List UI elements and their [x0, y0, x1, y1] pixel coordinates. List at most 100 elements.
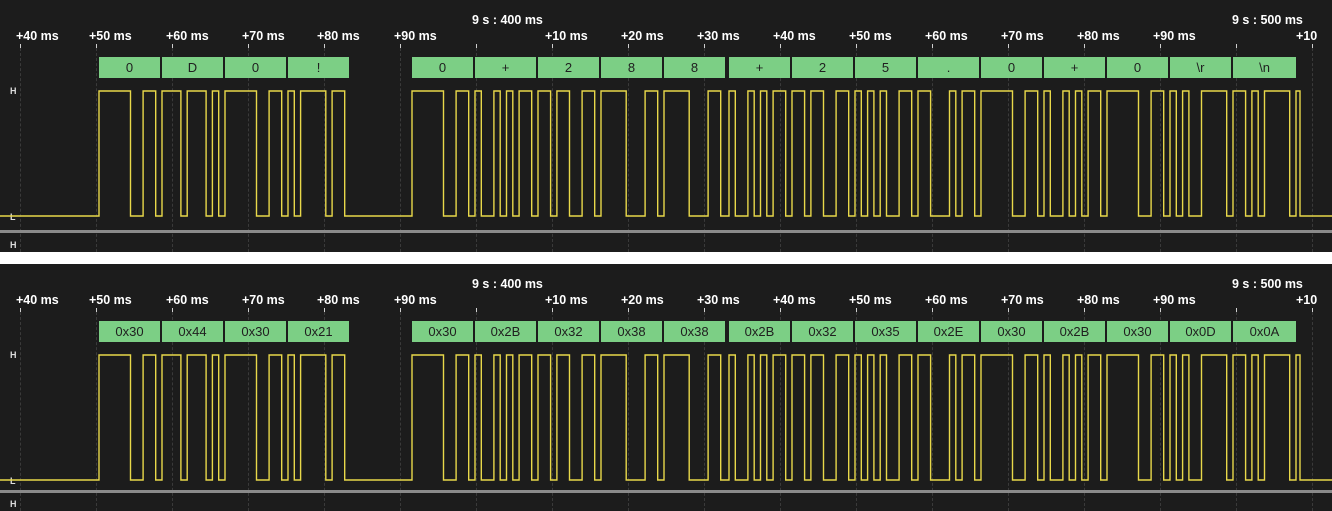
time-gridline	[248, 312, 249, 511]
decoded-byte-cell[interactable]: !	[288, 57, 349, 78]
decoded-byte-cell[interactable]: +	[1044, 57, 1105, 78]
decoded-byte-cell[interactable]: \n	[1233, 57, 1296, 78]
time-gridline	[1236, 312, 1237, 511]
uart-trace-hex-panel[interactable]: 9 s : 400 ms 9 s : 500 ms +40 ms +50 ms …	[0, 264, 1332, 511]
ruler-tick-label: +40 ms	[773, 293, 816, 307]
ruler-tick-label: +10	[1296, 29, 1318, 43]
lane-high-label: H	[10, 86, 17, 96]
lane-low-label: L	[10, 476, 16, 486]
time-gridline	[1084, 48, 1085, 252]
decoded-byte-cell[interactable]: 0	[225, 57, 286, 78]
time-gridline	[1312, 48, 1313, 252]
ruler-major-label: 9 s : 500 ms	[1232, 13, 1303, 27]
time-gridline	[1008, 312, 1009, 511]
ruler-tick-label: +90 ms	[1153, 293, 1196, 307]
decoded-byte-cell[interactable]: 0x0A	[1233, 321, 1296, 342]
time-ruler[interactable]: 9 s : 400 ms 9 s : 500 ms +40 ms +50 ms …	[0, 264, 1332, 313]
time-gridline	[704, 312, 705, 511]
time-gridline	[704, 48, 705, 252]
time-gridline	[476, 312, 477, 511]
ruler-tick-mark	[1236, 308, 1237, 313]
ruler-tick-label: +90 ms	[1153, 29, 1196, 43]
time-gridline	[96, 312, 97, 511]
ruler-tick-label: +50 ms	[849, 29, 892, 43]
time-gridline	[552, 48, 553, 252]
ruler-tick-mark	[1084, 44, 1085, 49]
decoded-byte-cell[interactable]: 2	[792, 57, 853, 78]
decoded-byte-cell[interactable]: 2	[538, 57, 599, 78]
ruler-tick-mark	[324, 308, 325, 313]
ruler-tick-mark	[1084, 308, 1085, 313]
ruler-tick-label: +10	[1296, 293, 1318, 307]
ruler-tick-mark	[704, 44, 705, 49]
time-gridline	[1160, 48, 1161, 252]
decoded-byte-cell[interactable]: D	[162, 57, 223, 78]
ruler-tick-mark	[628, 308, 629, 313]
time-gridline	[172, 312, 173, 511]
signal-trace	[0, 90, 1332, 217]
decoded-byte-cell[interactable]: 0x38	[601, 321, 662, 342]
decoded-byte-cell[interactable]: 0x2E	[918, 321, 979, 342]
ruler-tick-label: +50 ms	[89, 29, 132, 43]
time-gridline	[1160, 312, 1161, 511]
decoded-byte-cell[interactable]: \r	[1170, 57, 1231, 78]
decoded-byte-cell[interactable]: 0x0D	[1170, 321, 1231, 342]
ruler-tick-label: +70 ms	[1001, 293, 1044, 307]
time-gridline	[1008, 48, 1009, 252]
decoded-byte-cell[interactable]: 8	[664, 57, 725, 78]
ruler-tick-mark	[1312, 44, 1313, 49]
decoded-byte-cell[interactable]: 0x35	[855, 321, 916, 342]
decoded-byte-cell[interactable]: 0x2B	[1044, 321, 1105, 342]
decoded-byte-cell[interactable]: 0x44	[162, 321, 223, 342]
ruler-tick-mark	[552, 308, 553, 313]
time-gridline	[628, 48, 629, 252]
ruler-tick-label: +90 ms	[394, 29, 437, 43]
ruler-tick-label: +40 ms	[16, 29, 59, 43]
time-gridline	[552, 312, 553, 511]
ruler-tick-label: +60 ms	[925, 29, 968, 43]
time-gridline	[628, 312, 629, 511]
ruler-tick-mark	[1312, 308, 1313, 313]
decoded-byte-cell[interactable]: 0	[1107, 57, 1168, 78]
decoded-byte-cell[interactable]: 0x2B	[729, 321, 790, 342]
ruler-tick-mark	[96, 308, 97, 313]
decoded-byte-cell[interactable]: 0	[412, 57, 473, 78]
time-gridline	[172, 48, 173, 252]
ruler-tick-mark	[856, 44, 857, 49]
decoded-byte-cell[interactable]: 0x30	[1107, 321, 1168, 342]
uart-trace-ascii-panel[interactable]: 9 s : 400 ms 9 s : 500 ms +40 ms +50 ms …	[0, 0, 1332, 252]
time-gridline	[1236, 48, 1237, 252]
decoded-byte-cell[interactable]: 0	[99, 57, 160, 78]
decoded-byte-cell[interactable]: 0x32	[792, 321, 853, 342]
decoded-byte-cell[interactable]: 0x30	[412, 321, 473, 342]
ruler-tick-mark	[1236, 44, 1237, 49]
decoded-byte-cell[interactable]: 8	[601, 57, 662, 78]
ruler-tick-label: +40 ms	[773, 29, 816, 43]
decoded-byte-cell[interactable]: .	[918, 57, 979, 78]
ruler-tick-mark	[476, 44, 477, 49]
time-gridline	[400, 48, 401, 252]
time-gridline	[932, 312, 933, 511]
time-gridline	[780, 48, 781, 252]
decoded-byte-cell[interactable]: 0	[981, 57, 1042, 78]
decoded-byte-cell[interactable]: 0x30	[981, 321, 1042, 342]
decoded-byte-cell[interactable]: 5	[855, 57, 916, 78]
ruler-tick-label: +50 ms	[89, 293, 132, 307]
decoded-byte-cell[interactable]: 0x38	[664, 321, 725, 342]
ruler-tick-mark	[1160, 308, 1161, 313]
decoded-byte-cell[interactable]: +	[729, 57, 790, 78]
decoded-byte-cell[interactable]: 0x32	[538, 321, 599, 342]
decoded-byte-cell[interactable]: 0x30	[225, 321, 286, 342]
decoded-byte-cell[interactable]: 0x21	[288, 321, 349, 342]
digital-signal-waveform	[0, 90, 1332, 217]
ruler-tick-label: +10 ms	[545, 293, 588, 307]
ruler-tick-label: +20 ms	[621, 29, 664, 43]
decoded-byte-cell[interactable]: 0x30	[99, 321, 160, 342]
time-ruler[interactable]: 9 s : 400 ms 9 s : 500 ms +40 ms +50 ms …	[0, 0, 1332, 49]
ruler-major-label: 9 s : 500 ms	[1232, 277, 1303, 291]
ruler-tick-label: +60 ms	[925, 293, 968, 307]
decoded-byte-cell[interactable]: 0x2B	[475, 321, 536, 342]
lane-high-label: H	[10, 350, 17, 360]
ruler-tick-label: +70 ms	[1001, 29, 1044, 43]
decoded-byte-cell[interactable]: +	[475, 57, 536, 78]
